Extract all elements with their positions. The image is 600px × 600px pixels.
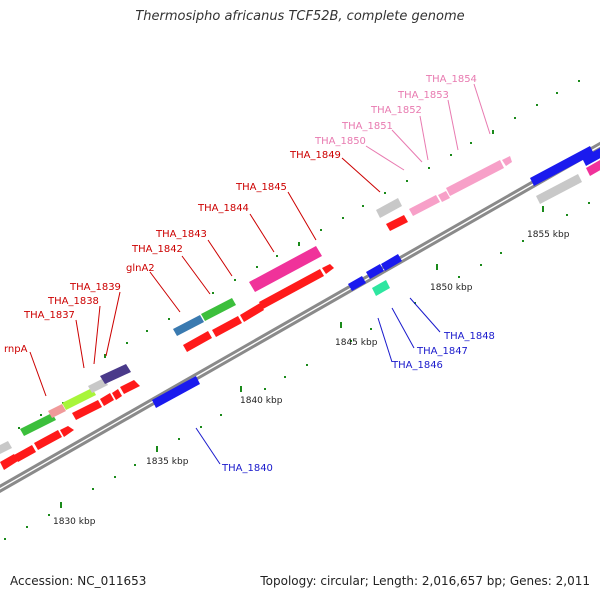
genome-backbone <box>0 141 600 494</box>
cds-feature <box>502 156 512 166</box>
gene-label-THA_1840: THA_1840 <box>221 463 273 474</box>
cds-feature <box>348 276 366 291</box>
scale-label-1855: 1855 kbp <box>527 230 570 240</box>
gene-label-THA_1837: THA_1837 <box>23 310 75 321</box>
cds-feature <box>381 254 402 271</box>
cds-feature <box>14 445 36 462</box>
cds-feature <box>201 298 236 321</box>
cds-feature <box>366 264 384 279</box>
feature-track-reverse <box>152 146 600 408</box>
cds-feature <box>88 378 108 393</box>
cds-feature <box>72 400 102 420</box>
cds-feature <box>446 160 504 196</box>
tick-track-outer <box>18 80 580 429</box>
cds-feature <box>372 280 390 296</box>
cds-feature <box>240 303 264 322</box>
gene-label-THA_1853: THA_1853 <box>397 90 449 101</box>
cds-feature <box>60 426 74 437</box>
cds-feature <box>249 246 322 292</box>
cds-feature <box>530 146 594 186</box>
cds-feature <box>100 393 114 406</box>
cds-feature <box>586 160 600 176</box>
gene-label-THA_1846: THA_1846 <box>391 360 443 371</box>
cds-feature <box>409 195 440 216</box>
gene-label-glnA2: glnA2 <box>126 263 155 274</box>
gene-label-THA_1839: THA_1839 <box>69 282 121 293</box>
gene-label-THA_1850: THA_1850 <box>314 136 366 147</box>
gene-label-THA_1852: THA_1852 <box>370 105 422 116</box>
cds-feature <box>386 215 408 231</box>
tick-track-inner <box>4 202 590 540</box>
cds-feature <box>322 264 334 274</box>
gene-labels-blue: THA_1840 THA_1846 THA_1847 THA_1848 <box>221 331 495 474</box>
gene-label-THA_1842: THA_1842 <box>131 244 183 255</box>
gene-label-THA_1851: THA_1851 <box>341 121 393 132</box>
gene-label-rnpA: rnpA <box>4 344 28 355</box>
cds-feature <box>0 441 12 454</box>
gene-labels-pink: THA_1850 THA_1851 THA_1852 THA_1853 THA_… <box>314 74 477 147</box>
gene-label-THA_1848: THA_1848 <box>443 331 495 342</box>
cds-feature <box>34 430 62 450</box>
genome-title: Thermosipho africanus TCF52B, complete g… <box>135 9 465 24</box>
scale-label-1835: 1835 kbp <box>146 457 189 467</box>
scale-labels: 1830 kbp 1835 kbp 1840 kbp 1845 kbp 1850… <box>53 230 570 527</box>
leader-lines-red <box>29 157 381 397</box>
cds-feature <box>152 376 200 408</box>
gene-label-THA_1838: THA_1838 <box>47 296 99 307</box>
gene-label-THA_1847: THA_1847 <box>416 346 468 357</box>
cds-feature <box>259 269 324 309</box>
scale-label-1850: 1850 kbp <box>430 283 473 293</box>
cds-feature <box>120 380 140 394</box>
gene-label-THA_1854: THA_1854 <box>425 74 477 85</box>
scale-label-1830: 1830 kbp <box>53 517 96 527</box>
cds-feature <box>112 389 122 400</box>
cds-feature <box>212 316 242 337</box>
cds-feature <box>438 191 450 202</box>
genome-summary-text: Topology: circular; Length: 2,016,657 bp… <box>260 574 590 588</box>
cds-feature <box>536 174 582 204</box>
cds-feature <box>183 331 212 352</box>
leader-lines-pink <box>365 83 491 171</box>
cds-feature <box>582 148 600 166</box>
cds-feature <box>376 198 402 218</box>
leader-lines-blue <box>195 297 441 465</box>
cds-feature <box>62 388 96 410</box>
scale-label-1840: 1840 kbp <box>240 396 283 406</box>
gene-label-THA_1844: THA_1844 <box>197 203 249 214</box>
cds-feature <box>100 364 131 384</box>
cds-feature <box>0 454 18 470</box>
cds-feature <box>48 404 66 418</box>
gene-label-THA_1849: THA_1849 <box>289 150 341 161</box>
gene-label-THA_1843: THA_1843 <box>155 229 207 240</box>
gene-label-THA_1845: THA_1845 <box>235 182 287 193</box>
feature-track-forward <box>0 156 600 470</box>
cds-feature <box>173 315 204 336</box>
cds-feature <box>20 413 56 436</box>
scale-label-1845: 1845 kbp <box>335 338 378 348</box>
accession-text: Accession: NC_011653 <box>10 574 147 588</box>
gene-labels-red: rnpA THA_1837 THA_1838 THA_1839 glnA2 TH… <box>4 150 341 355</box>
